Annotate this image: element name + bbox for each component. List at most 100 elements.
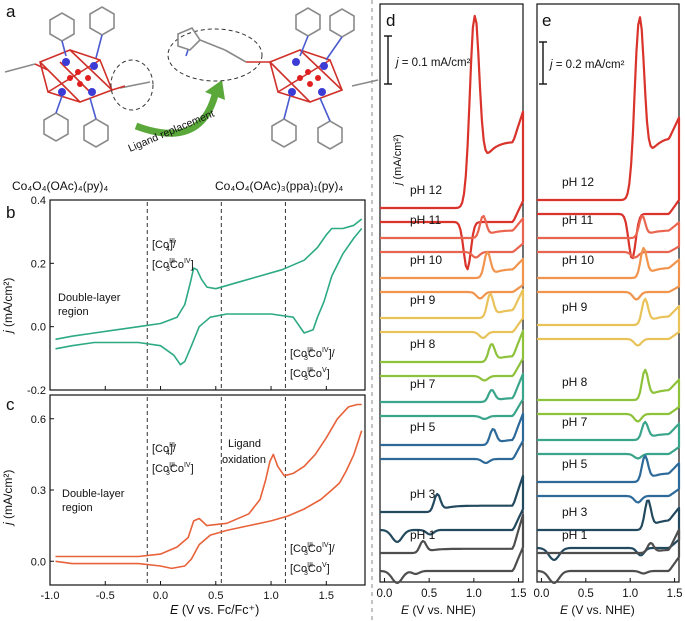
ph-label: pH 10 bbox=[562, 253, 594, 267]
panel-c-ylabel: j (mA/cm²) bbox=[1, 470, 15, 527]
ytick-label: 0.0 bbox=[31, 556, 46, 568]
b-annotation-ox2: [CoIII 3CoIV]/ [CoIII 3CoV] bbox=[290, 347, 336, 382]
ph-trace bbox=[537, 297, 681, 347]
ytick-label: 0.2 bbox=[31, 258, 46, 270]
panel-e-curves bbox=[536, 16, 681, 585]
ph-label: pH 10 bbox=[410, 253, 442, 267]
ph-label: pH 3 bbox=[562, 505, 588, 519]
cv-curve-reverse bbox=[55, 430, 363, 570]
panel-d-xlabel: E (V vs. NHE) bbox=[401, 603, 476, 617]
panel-c: c 0.0 0.3 0.6 -1.0 -0.5 0.0 0.5 1.0 1.5 j (mA/c… bbox=[1, 394, 366, 617]
panel-b-yticks: -0.2 0.0 0.2 0.4 bbox=[27, 195, 54, 397]
ph-trace bbox=[380, 250, 525, 300]
panel-c-yticks: 0.0 0.3 0.6 bbox=[31, 414, 54, 568]
c-annotation-ox2: [CoIII 3CoIV]/ [CoIII 3CoV] bbox=[290, 542, 336, 577]
panel-c-label: c bbox=[6, 395, 15, 414]
xtick-label: 0.0 bbox=[153, 590, 168, 602]
panel-b: b -0.20.00.20.4 j (mA/cm²) Double-layer … bbox=[1, 195, 366, 397]
panel-d-label: d bbox=[386, 11, 395, 30]
left-molecule bbox=[4, 6, 151, 148]
ph-trace bbox=[380, 14, 525, 271]
arrow-head bbox=[205, 80, 225, 100]
ph-label: pH 3 bbox=[410, 487, 436, 501]
xtick-label: -1.0 bbox=[41, 590, 60, 602]
ph-label: pH 5 bbox=[410, 420, 436, 434]
xtick-label: 0.0 bbox=[376, 588, 392, 600]
panel-d-scale-label: j = 0.1 mA/cm² bbox=[394, 57, 471, 69]
xtick-label: 1.0 bbox=[622, 588, 638, 600]
ph-label: pH 7 bbox=[410, 377, 436, 391]
xtick-label: -0.5 bbox=[96, 590, 115, 602]
xtick-label: 0.5 bbox=[578, 588, 594, 600]
left-caption: Co₄O₄(OAc)₄(py)₄ bbox=[12, 179, 108, 193]
ph-trace bbox=[379, 513, 525, 585]
right-molecule-atoms bbox=[288, 58, 328, 96]
panel-e-label: e bbox=[542, 11, 551, 30]
panel-b-vlines bbox=[146, 202, 286, 388]
ytick-label: -0.2 bbox=[27, 385, 46, 397]
c-annotation-ox1: [CoIII 4]/ [CoIII 3CoIV] bbox=[152, 442, 194, 477]
ph-trace bbox=[380, 372, 525, 420]
ph-label: pH 8 bbox=[562, 375, 588, 389]
panel-c-vlines bbox=[146, 397, 286, 583]
ph-label: pH 5 bbox=[562, 457, 588, 471]
xtick-label: 0.0 bbox=[533, 588, 549, 600]
panel-a: a bbox=[4, 2, 379, 193]
replacement-arrow bbox=[134, 93, 219, 137]
panel-b-frame bbox=[49, 199, 366, 391]
ph-label: pH 1 bbox=[562, 528, 588, 542]
ph-label: pH 9 bbox=[410, 293, 436, 307]
ph-trace bbox=[537, 16, 681, 260]
panel-e-scale-label: j = 0.2 mA/cm² bbox=[548, 59, 625, 71]
ph-trace bbox=[380, 288, 525, 339]
b-double-layer-1: Double-layer bbox=[58, 292, 121, 304]
arrow-label: Ligand replacement bbox=[126, 108, 216, 155]
ph-label: pH 9 bbox=[562, 300, 588, 314]
panel-e-xlabel: E (V vs. NHE) bbox=[560, 603, 635, 617]
ph-label: pH 8 bbox=[410, 337, 436, 351]
ph-label: pH 7 bbox=[562, 415, 588, 429]
c-double-layer-2: region bbox=[62, 502, 93, 514]
right-molecule bbox=[177, 7, 379, 150]
panel-b-label: b bbox=[6, 203, 15, 222]
b-annotation-ox1: [CoIII 4]/ [CoIII 3CoIV] bbox=[152, 238, 194, 273]
xtick-label: 1.5 bbox=[667, 588, 683, 600]
cv-curve-forward bbox=[55, 218, 363, 341]
xtick-label: 0.5 bbox=[421, 588, 437, 600]
xtick-label: 1.5 bbox=[319, 590, 334, 602]
xtick-label: 1.0 bbox=[466, 588, 482, 600]
xtick-label: 1.0 bbox=[263, 590, 278, 602]
b-double-layer-2: region bbox=[58, 306, 89, 318]
left-molecule-atoms bbox=[58, 58, 98, 96]
right-dashed-ellipse bbox=[167, 28, 263, 82]
ph-trace bbox=[537, 454, 681, 504]
c-ligand-ox-1: Ligand bbox=[228, 438, 261, 450]
panel-d-curves bbox=[379, 14, 525, 585]
panel-d-labels: pH 12 pH 11 pH 10 pH 9 pH 8 pH 7 pH 5 pH 3 pH 1 bbox=[410, 183, 442, 542]
panel-e: e j = 0.2 mA/cm² pH 12 pH 11 pH 10 pH 9 pH 8… bbox=[533, 3, 683, 617]
ph-trace bbox=[380, 329, 525, 382]
c-ligand-ox-2: oxidation bbox=[222, 454, 266, 466]
ph-label: pH 12 bbox=[562, 175, 594, 189]
panel-c-xlabel: E (V vs. Fc/Fc⁺) bbox=[170, 603, 259, 617]
ytick-label: 0.6 bbox=[31, 414, 46, 426]
ph-trace bbox=[537, 420, 681, 460]
cv-curve-forward bbox=[55, 403, 362, 558]
ph-trace bbox=[537, 246, 681, 301]
xtick-label: 1.5 bbox=[511, 588, 527, 600]
xtick-label: 0.5 bbox=[208, 590, 223, 602]
ytick-label: 0.4 bbox=[31, 195, 46, 207]
ph-label: pH 11 bbox=[410, 213, 441, 227]
ph-label: pH 1 bbox=[410, 528, 436, 542]
panel-d-xticks: 0.0 0.5 1.0 1.5 bbox=[376, 578, 527, 600]
ph-trace bbox=[379, 474, 525, 544]
ph-trace bbox=[537, 215, 681, 259]
